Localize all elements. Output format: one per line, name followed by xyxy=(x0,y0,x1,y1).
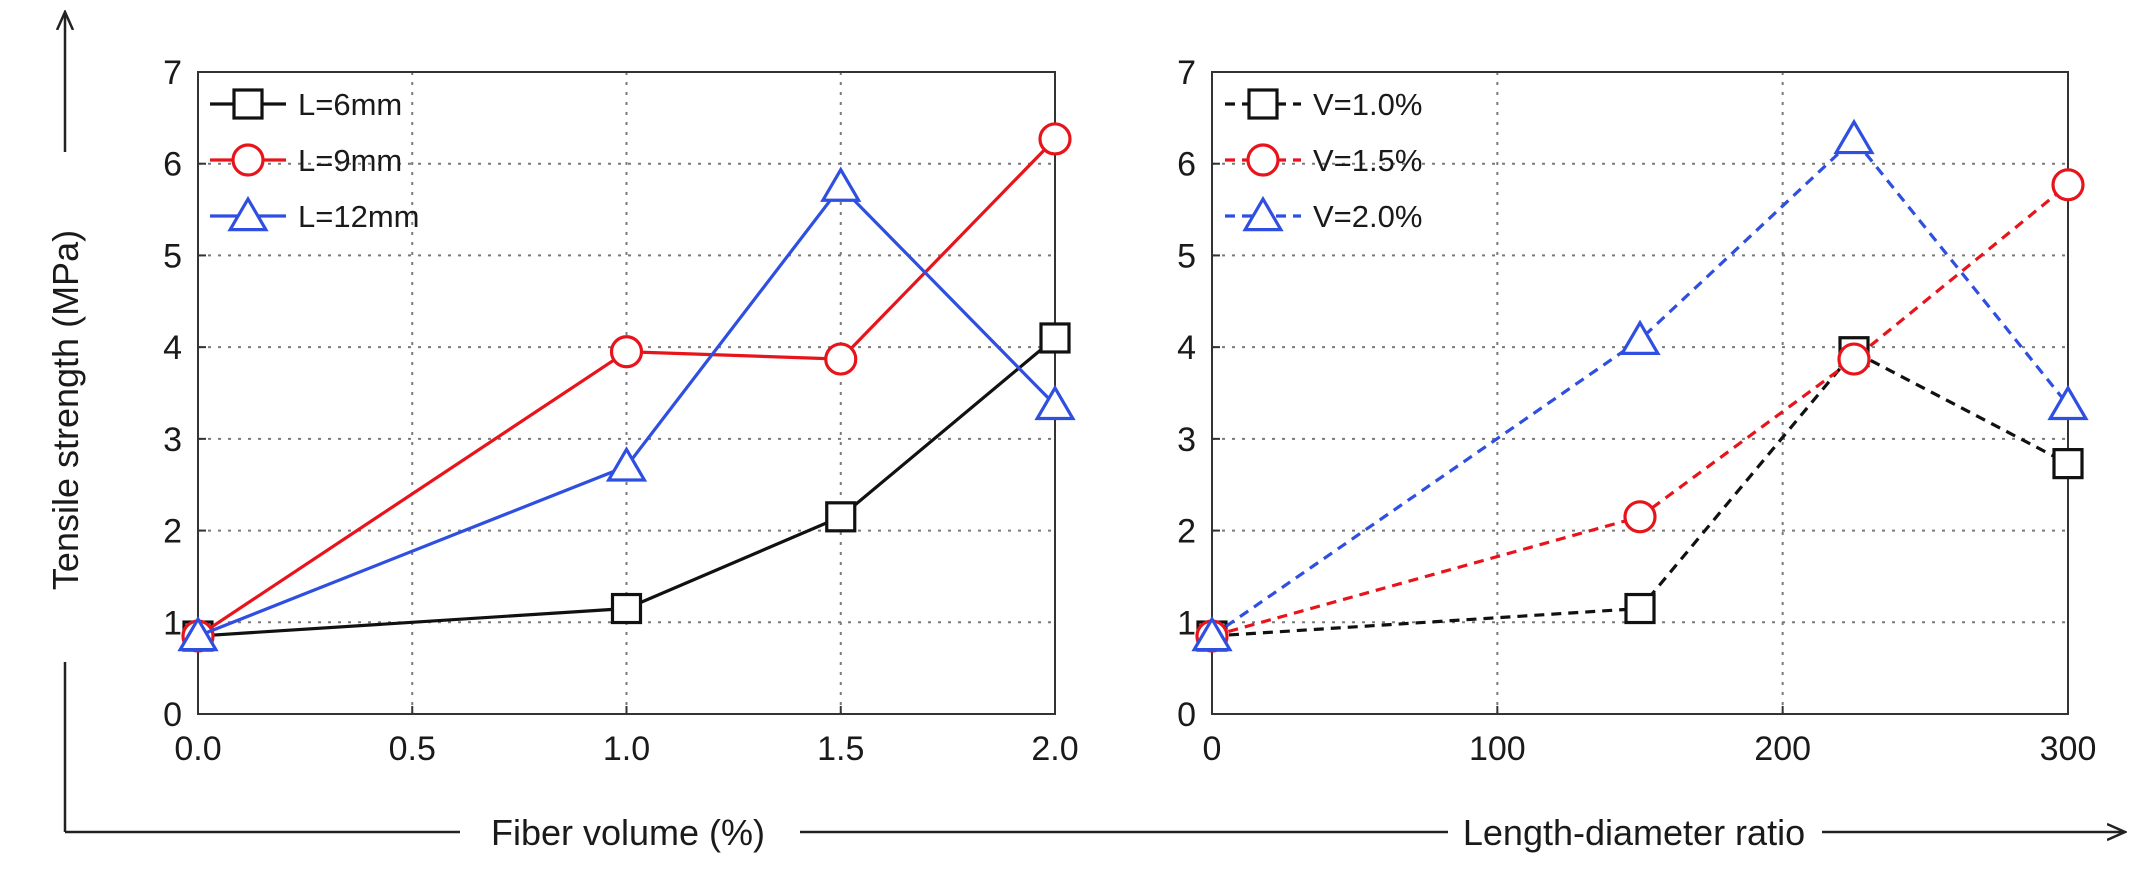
data-point-marker xyxy=(177,615,219,652)
legend: L=6mm L=9mm L=12mm xyxy=(210,87,419,234)
legend-label: V=1.5% xyxy=(1313,143,1422,178)
chart-panel-fiber-volume: 0.0 0.5 1.0 1.5 2.0 0 1 2 3 4 5 6 7 L=6mm L=9mm L=12mm xyxy=(163,54,1079,768)
series-l-12mm xyxy=(177,166,1076,652)
legend-marker xyxy=(1247,88,1279,120)
y-tick-label: 0 xyxy=(163,696,182,734)
data-point-marker xyxy=(820,166,862,202)
data-point-marker xyxy=(605,446,648,482)
y-axis-title: Tensile strength (MPa) xyxy=(45,230,86,590)
series-line xyxy=(1211,349,2069,638)
data-point-marker xyxy=(824,342,858,376)
x-tick-label: 0.0 xyxy=(174,730,221,768)
y-tick-label: 3 xyxy=(163,421,182,459)
data-point-marker xyxy=(1034,384,1076,421)
legend-item: L=12mm xyxy=(210,195,419,234)
y-tick-label: 2 xyxy=(163,513,182,551)
x-axis-title-left: Fiber volume (%) xyxy=(491,812,765,853)
series-line xyxy=(197,336,1057,638)
y-tick-label: 3 xyxy=(1177,421,1196,459)
data-point-marker xyxy=(825,501,857,533)
x-tick-label: 2.0 xyxy=(1031,730,1078,768)
data-point-marker xyxy=(1837,342,1871,376)
y-tick-label: 2 xyxy=(1177,513,1196,551)
series-line xyxy=(197,184,1057,638)
y-tick-label: 0 xyxy=(1177,696,1196,734)
x-tick-label: 1.5 xyxy=(817,730,864,768)
y-tick-label: 6 xyxy=(1177,146,1196,184)
y-tick-label: 4 xyxy=(163,329,182,367)
y-tick-label: 6 xyxy=(163,146,182,184)
legend-label: V=1.0% xyxy=(1313,87,1422,122)
data-point-marker xyxy=(2051,168,2085,202)
shared-y-axis: Tensile strength (MPa) xyxy=(45,12,86,832)
legend-item: L=6mm xyxy=(210,87,402,122)
legend-marker xyxy=(231,143,265,177)
data-point-marker xyxy=(610,592,643,625)
data-point-marker xyxy=(1619,319,1661,356)
data-point-marker xyxy=(1038,122,1072,156)
data-point-marker xyxy=(2052,448,2084,480)
legend-label: L=9mm xyxy=(298,143,402,178)
legend-item: V=1.0% xyxy=(1225,87,1422,122)
x-tick-label: 1.0 xyxy=(603,730,650,768)
shared-x-axis: Fiber volume (%) Length-diameter ratio xyxy=(65,812,2125,853)
x-tick-label: 200 xyxy=(1754,730,1811,768)
data-point-marker xyxy=(1191,615,1233,652)
data-point-marker xyxy=(1833,118,1875,155)
legend-label: L=6mm xyxy=(298,87,402,122)
x-tick-label: 0.5 xyxy=(389,730,436,768)
legend-label: L=12mm xyxy=(298,199,419,234)
legend-item: V=2.0% xyxy=(1225,195,1422,234)
y-tick-label: 1 xyxy=(1177,604,1196,642)
y-tick-label: 5 xyxy=(163,237,182,275)
x-tick-label: 0 xyxy=(1203,730,1222,768)
y-tick-label: 7 xyxy=(163,54,182,92)
x-tick-label: 100 xyxy=(1469,730,1526,768)
legend-item: V=1.5% xyxy=(1225,143,1422,178)
x-tick-label: 300 xyxy=(2040,730,2097,768)
data-point-marker xyxy=(2047,384,2089,421)
y-tick-label: 4 xyxy=(1177,329,1196,367)
legend-marker xyxy=(1242,195,1284,232)
grid xyxy=(1212,72,2068,714)
y-tick-label: 1 xyxy=(163,604,182,642)
legend-label: V=2.0% xyxy=(1313,199,1422,234)
data-point-marker xyxy=(1623,500,1657,534)
legend-item: L=9mm xyxy=(210,143,402,178)
legend-marker xyxy=(227,195,269,232)
legend-marker xyxy=(232,88,264,120)
series-l-9mm xyxy=(181,122,1072,653)
x-axis-title-right: Length-diameter ratio xyxy=(1463,812,1805,853)
series-line xyxy=(1211,183,2070,638)
series-v-1-5- xyxy=(1195,168,2085,653)
data-point-marker xyxy=(1624,592,1656,625)
series-v-2-0- xyxy=(1191,118,2089,652)
series-line xyxy=(197,137,1057,638)
chart-panel-length-diameter: 0 100 200 300 0 1 2 3 4 5 6 7 V=1.0% V=1.5% V=2.0% xyxy=(1177,54,2096,768)
data-point-marker xyxy=(1039,322,1071,354)
grid xyxy=(198,72,1055,714)
series-line xyxy=(1211,136,2070,638)
legend-marker xyxy=(1246,143,1280,177)
legend: V=1.0% V=1.5% V=2.0% xyxy=(1225,87,1422,234)
y-tick-label: 7 xyxy=(1177,54,1196,92)
data-point-marker xyxy=(609,335,644,369)
y-tick-label: 5 xyxy=(1177,237,1196,275)
